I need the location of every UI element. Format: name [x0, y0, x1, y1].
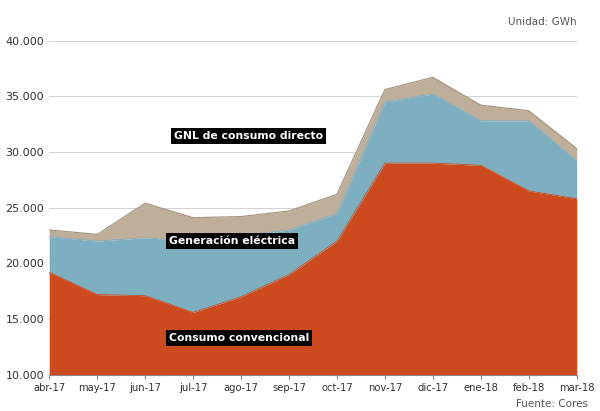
- Text: Generación eléctrica: Generación eléctrica: [169, 236, 295, 247]
- Text: GNL de consumo directo: GNL de consumo directo: [174, 131, 323, 141]
- Text: Consumo convencional: Consumo convencional: [169, 333, 310, 343]
- Text: Unidad: GWh: Unidad: GWh: [508, 17, 577, 27]
- Text: Fuente: Cores: Fuente: Cores: [516, 399, 588, 409]
